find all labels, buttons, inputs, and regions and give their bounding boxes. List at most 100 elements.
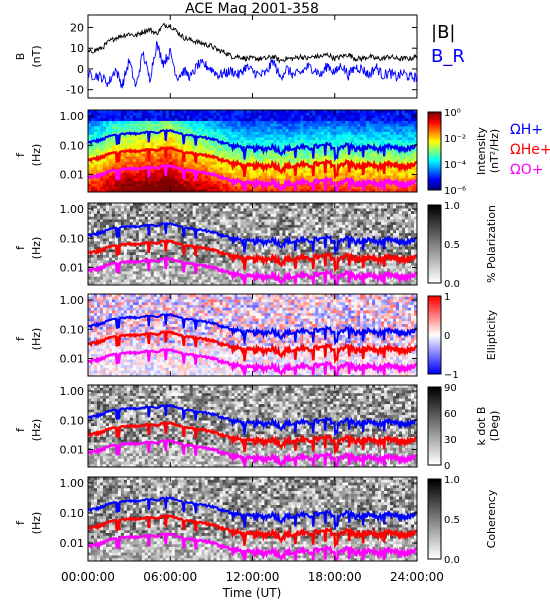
heatmap-cell: [147, 186, 152, 190]
heatmap-cell: [141, 181, 146, 185]
heatmap-cell: [132, 161, 137, 166]
heatmap-cell: [243, 216, 247, 220]
heatmap-cell: [135, 265, 140, 269]
heatmap-cell: [336, 178, 340, 182]
heatmap-cell: [222, 276, 226, 280]
heatmap-cell: [264, 134, 268, 138]
heatmap-cell: [378, 129, 382, 133]
heatmap-cell: [354, 126, 358, 130]
heatmap-cell: [198, 115, 203, 119]
heatmap-cell: [165, 110, 170, 114]
heatmap-cell: [138, 153, 143, 157]
heatmap-cell: [174, 219, 179, 223]
heatmap-cell: [216, 118, 220, 122]
heatmap-cell: [225, 208, 229, 212]
heatmap-cell: [150, 265, 155, 269]
heatmap-cell: [183, 110, 188, 114]
heatmap-cell: [255, 123, 259, 127]
heatmap-cell: [168, 249, 173, 253]
heatmap-cell: [297, 172, 301, 176]
heatmap-cell: [408, 123, 412, 127]
heatmap-cell: [150, 172, 155, 176]
heatmap-cell: [183, 129, 188, 133]
heatmap-cell: [150, 178, 155, 182]
heatmap-cell: [258, 110, 262, 114]
heatmap-cell: [177, 230, 182, 234]
heatmap-cell: [120, 268, 125, 272]
heatmap-cell: [213, 211, 218, 215]
heatmap-cell: [291, 172, 295, 176]
heatmap-cell: [123, 213, 128, 218]
heatmap-cell: [282, 159, 286, 163]
heatmap-cell: [195, 208, 200, 212]
heatmap-cell: [327, 181, 331, 185]
heatmap-cell: [132, 230, 137, 234]
heatmap-cell: [165, 156, 170, 160]
heatmap-cell: [249, 131, 253, 135]
heatmap-cell: [99, 134, 104, 138]
heatmap-cell: [366, 134, 370, 138]
heatmap-cell: [246, 178, 250, 182]
heatmap-cell: [111, 170, 116, 174]
heatmap-cell: [102, 161, 107, 166]
heatmap-cell: [246, 112, 250, 116]
heatmap-cell: [264, 189, 268, 193]
heatmap-cell: [90, 224, 95, 228]
heatmap-cell: [354, 175, 358, 179]
heatmap-cell: [303, 120, 307, 125]
heatmap-cell: [174, 276, 179, 280]
heatmap-cell: [171, 175, 176, 179]
heatmap-cell: [120, 279, 125, 283]
heatmap-cell: [273, 137, 277, 141]
heatmap-cell: [279, 161, 283, 166]
heatmap-cell: [114, 279, 119, 283]
heatmap-cell: [111, 219, 116, 223]
heatmap-cell: [102, 151, 107, 155]
heatmap-cell: [381, 115, 385, 119]
heatmap-cell: [96, 112, 101, 116]
heatmap-cell: [231, 246, 235, 250]
heatmap-cell: [207, 170, 212, 174]
heatmap-cell: [219, 183, 223, 187]
heatmap-cell: [135, 213, 140, 218]
heatmap-cell: [231, 249, 235, 253]
heatmap-cell: [213, 142, 218, 146]
heatmap-cell: [243, 208, 247, 212]
heatmap-cell: [135, 115, 140, 119]
heatmap-cell: [297, 118, 301, 122]
heatmap-cell: [363, 112, 367, 116]
heatmap-cell: [318, 170, 322, 174]
heatmap-cell: [108, 123, 113, 127]
heatmap-cell: [108, 213, 113, 218]
heatmap-cell: [291, 115, 295, 119]
heatmap-cell: [408, 137, 412, 141]
heatmap-cell: [126, 175, 131, 179]
heatmap-cell: [270, 129, 274, 133]
heatmap-cell: [285, 186, 289, 190]
heatmap-cell: [102, 175, 107, 179]
heatmap-cell: [117, 216, 122, 220]
heatmap-cell: [144, 142, 149, 146]
heatmap-cell: [330, 126, 334, 130]
heatmap-cell: [222, 134, 226, 138]
heatmap-cell: [135, 164, 140, 168]
heatmap-cell: [399, 115, 403, 119]
heatmap-cell: [291, 186, 295, 190]
heatmap-cell: [327, 167, 331, 171]
heatmap-cell: [129, 238, 134, 242]
heatmap-cell: [120, 257, 125, 261]
heatmap-cell: [213, 208, 218, 212]
heatmap-cell: [396, 129, 400, 133]
heatmap-cell: [174, 110, 179, 114]
heatmap-cell: [201, 140, 206, 144]
heatmap-cell: [138, 151, 143, 155]
heatmap-cell: [144, 216, 149, 220]
heatmap-cell: [270, 172, 274, 176]
heatmap-cell: [384, 118, 388, 122]
heatmap-cell: [279, 112, 283, 116]
heatmap-cell: [99, 205, 104, 209]
heatmap-cell: [150, 254, 155, 259]
heatmap-cell: [261, 140, 265, 144]
heatmap-cell: [237, 148, 241, 152]
heatmap-cell: [282, 156, 286, 160]
